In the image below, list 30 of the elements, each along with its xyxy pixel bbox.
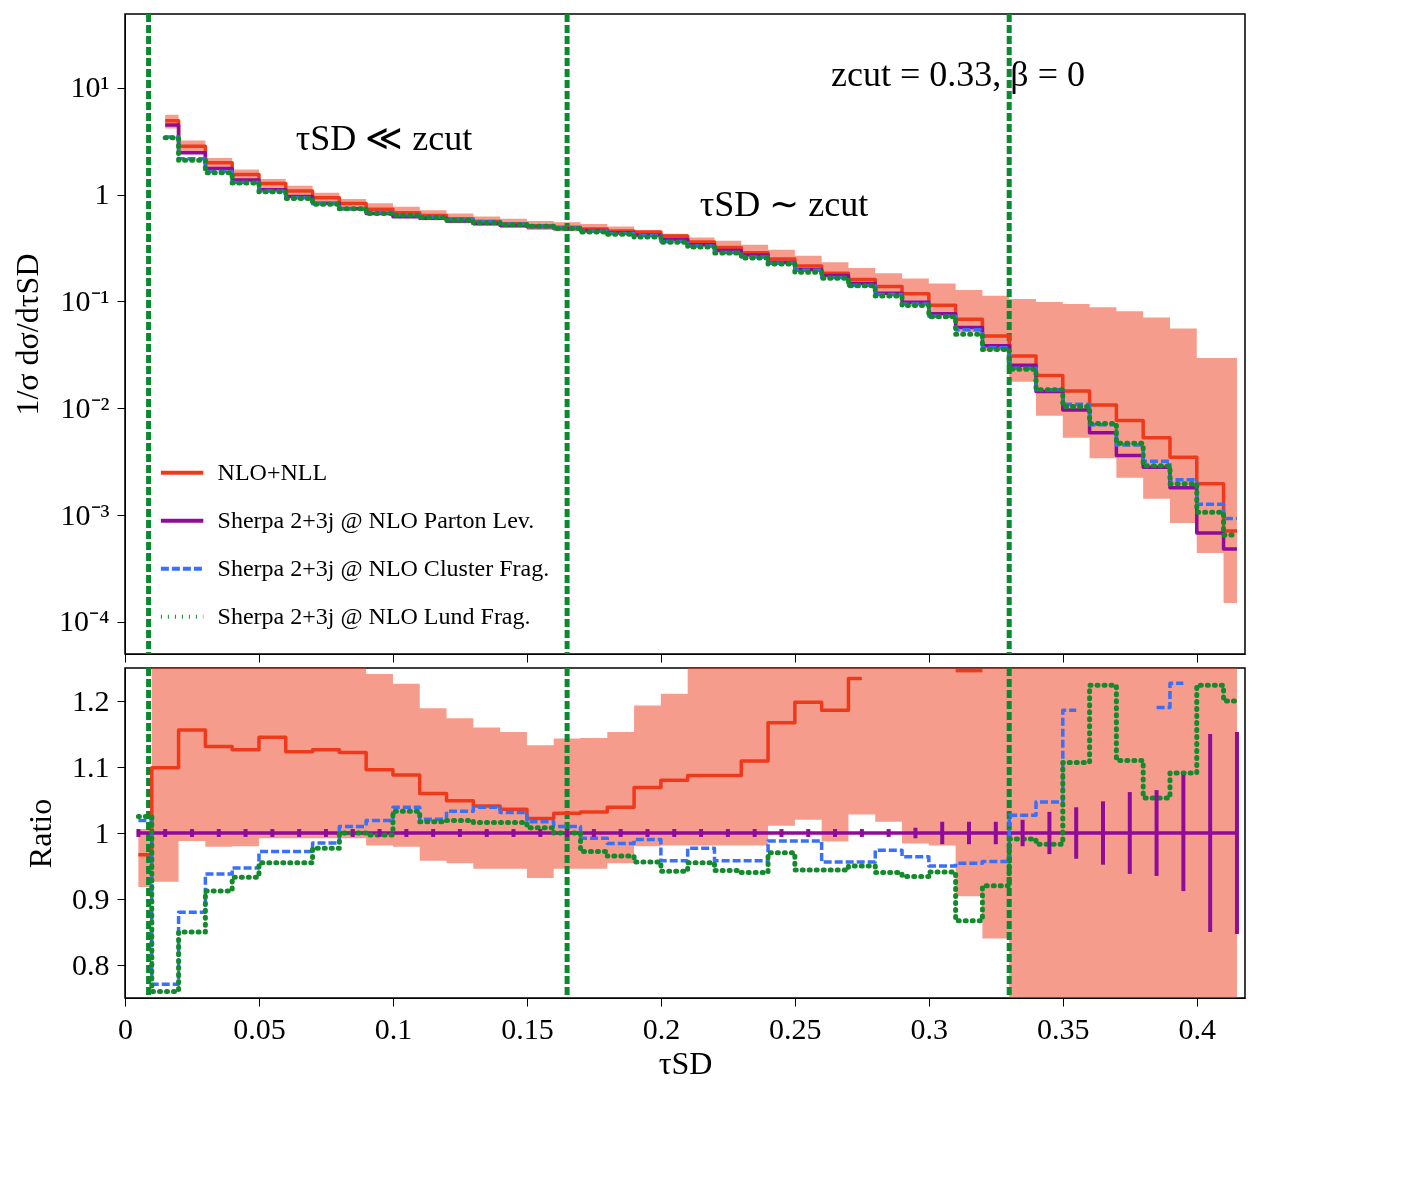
x-tick-label: 0.2 [642, 1011, 681, 1045]
x-tick-label: 0 [118, 1011, 133, 1045]
legend-label: Sherpa 2+3j @ NLO Parton Lev. [217, 506, 535, 533]
x-tick-label: 0.25 [769, 1011, 822, 1045]
y-tick-label: 1.2 [72, 683, 110, 717]
y-tick-label: 1 [94, 177, 110, 211]
y-tick-label: 0.8 [72, 947, 110, 981]
x-tick-label: 0.4 [1178, 1011, 1217, 1045]
x-tick-label: 0.05 [233, 1011, 286, 1045]
annotation: zcut = 0.33, β = 0 [831, 54, 1085, 94]
y-tick-label: 10⁻¹ [60, 283, 110, 317]
y-tick-label: 10⁻³ [60, 497, 110, 531]
y-tick-label: 1.1 [72, 749, 110, 783]
y-tick-label: 10⁻⁴ [59, 604, 110, 638]
y-axis-title: 1/σ dσ/dτSD [9, 253, 46, 416]
x-tick-label: 0.3 [910, 1011, 949, 1045]
annotation: τSD ≪ zcut [295, 118, 473, 158]
y-tick-label: 10¹ [70, 70, 110, 104]
y-axis-title: Ratio [22, 798, 58, 869]
x-tick-label: 0.15 [501, 1011, 554, 1045]
legend-label: Sherpa 2+3j @ NLO Lund Frag. [217, 602, 531, 629]
legend-label: NLO+NLL [217, 458, 328, 485]
x-tick-label: 0.1 [374, 1011, 413, 1045]
y-tick-label: 0.9 [72, 881, 110, 915]
y-tick-label: 10⁻² [60, 390, 110, 424]
y-tick-label: 1 [94, 815, 110, 849]
annotation: τSD ∼ zcut [699, 184, 869, 224]
legend-label: Sherpa 2+3j @ NLO Cluster Frag. [217, 554, 550, 581]
x-tick-label: 0.35 [1037, 1011, 1090, 1045]
x-axis-title: τSD [658, 1044, 713, 1081]
